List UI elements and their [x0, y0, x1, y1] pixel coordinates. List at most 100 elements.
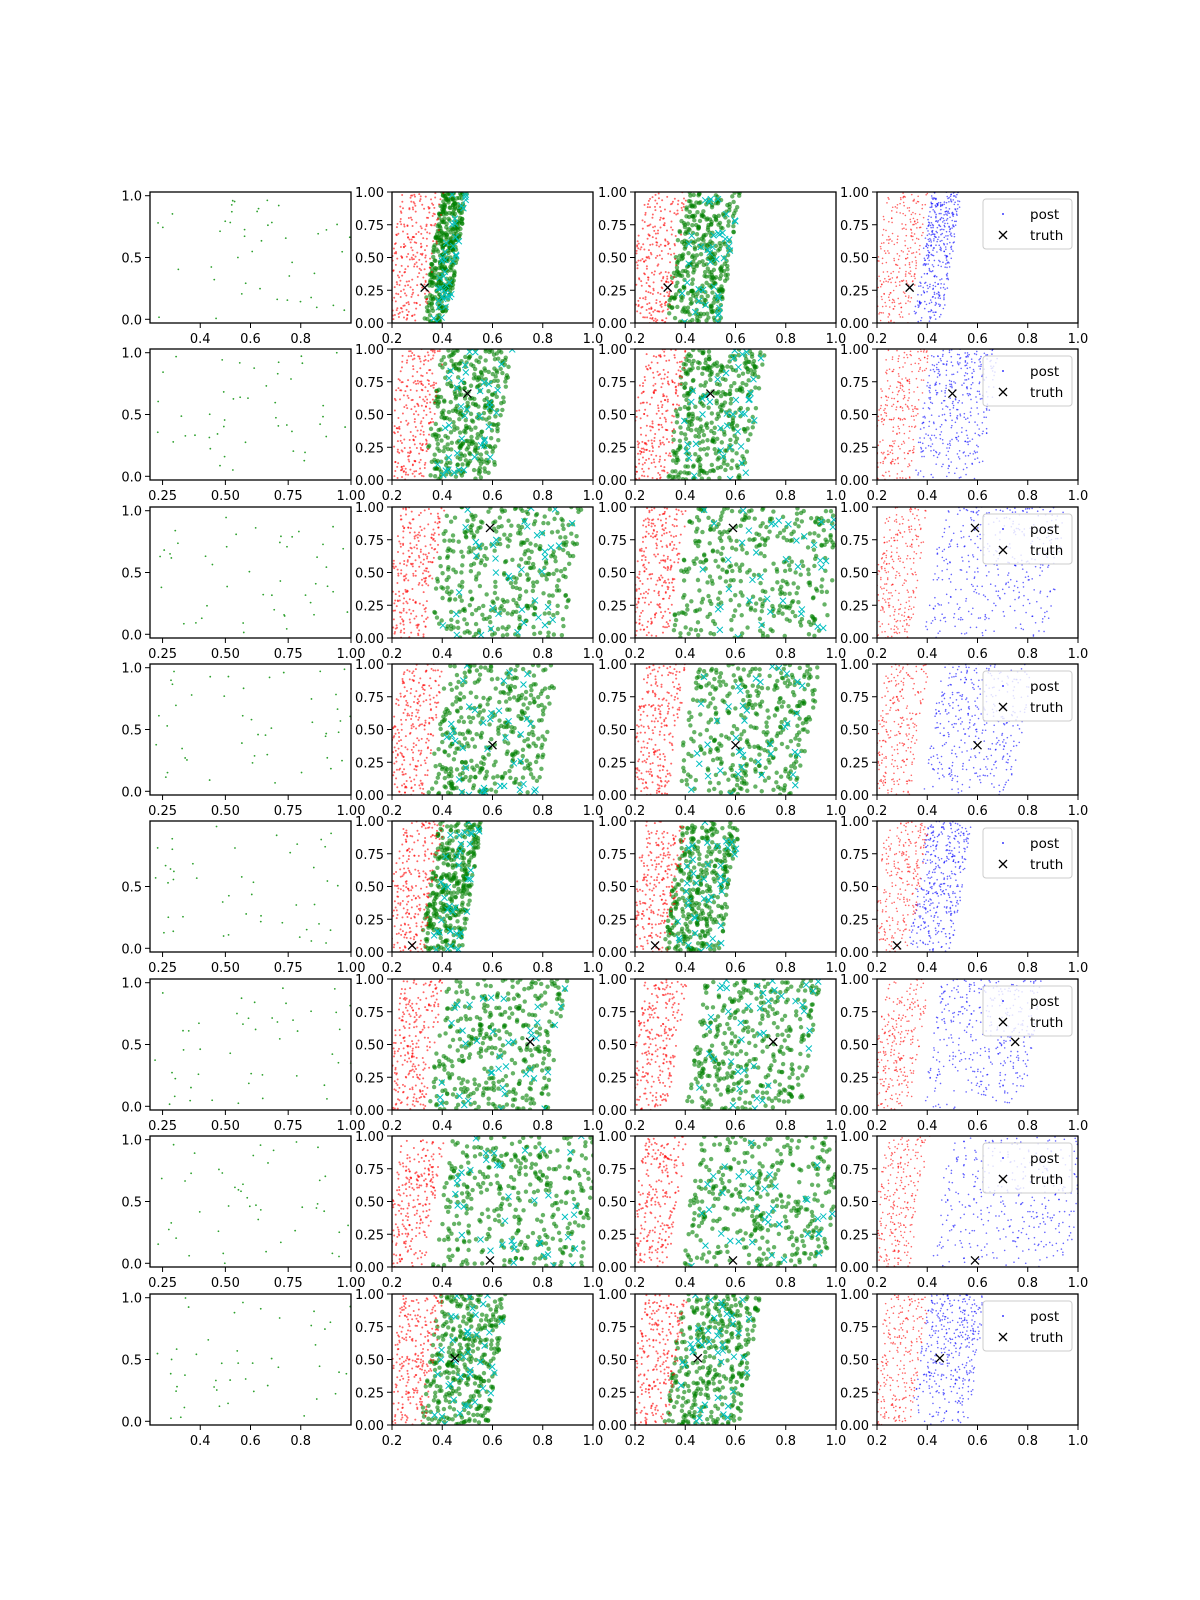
sample-point [219, 464, 221, 467]
posterior-point [929, 206, 932, 209]
posterior-point [967, 394, 970, 397]
panel-r0-c3-xtick-label: 0.4 [917, 332, 938, 347]
prior-point [906, 253, 909, 256]
prior-point [921, 204, 924, 206]
panel-r1-c2-xtick-label: 0.4 [675, 489, 696, 504]
prior-point [890, 210, 893, 212]
posterior-point [925, 433, 927, 435]
prior-point [881, 390, 883, 392]
prior-point [393, 475, 396, 478]
prior-point [406, 423, 409, 426]
prior-point [650, 314, 653, 317]
panel-r0-c3-xtick-label: 0.6 [967, 332, 988, 347]
prior-point [879, 319, 882, 322]
posterior-point [974, 421, 976, 423]
posterior-point [945, 213, 947, 215]
sample-point [488, 507, 493, 510]
sample-point [698, 252, 704, 257]
posterior-point [943, 225, 946, 228]
sample-point [439, 438, 444, 443]
sample-marker [739, 350, 746, 358]
posterior-point [945, 384, 947, 387]
prior-point [422, 558, 425, 561]
truth-marker [462, 389, 472, 398]
sample-point [446, 409, 452, 415]
prior-point [417, 294, 420, 297]
sample-point [446, 216, 451, 222]
panel-r1-c2-xtick-label: 0.6 [725, 489, 746, 504]
sample-point [666, 474, 671, 479]
prior-point [413, 405, 416, 408]
prior-point [396, 448, 399, 451]
prior-point [405, 564, 408, 567]
posterior-point [943, 297, 945, 299]
prior-point [643, 272, 646, 275]
prior-point [902, 440, 905, 443]
sample-point [561, 540, 566, 545]
prior-point [885, 395, 887, 397]
sample-point [727, 391, 732, 397]
sample-point [526, 548, 531, 553]
prior-point [665, 452, 668, 455]
sample-point [472, 448, 478, 453]
prior-point [431, 577, 434, 580]
prior-point [683, 367, 686, 370]
prior-point [921, 370, 924, 372]
prior-point [398, 283, 401, 286]
prior-point [646, 206, 649, 209]
prior-point [912, 451, 914, 454]
prior-point [881, 257, 884, 260]
prior-point [651, 292, 654, 295]
prior-point [922, 231, 924, 234]
prior-point [654, 205, 657, 208]
sample-marker [544, 603, 552, 611]
panel-r0-c3-xtick-label: 0.2 [867, 332, 888, 347]
sample-point [560, 518, 565, 523]
prior-point [420, 382, 423, 385]
posterior-point [974, 451, 977, 454]
prior-point [436, 512, 439, 515]
prior-point [675, 403, 678, 406]
sample-point [449, 617, 454, 622]
sample-point [427, 443, 432, 448]
prior-point [672, 403, 675, 406]
sample-point [466, 356, 472, 361]
sample-point [285, 424, 288, 426]
sample-point [309, 601, 312, 604]
prior-point [396, 257, 399, 260]
sample-point [503, 384, 509, 389]
sample-point [446, 575, 451, 580]
sample-point [738, 414, 743, 419]
sample-point [433, 258, 438, 264]
prior-point [406, 225, 409, 228]
prior-point [657, 407, 660, 410]
sample-marker [492, 536, 500, 544]
prior-point [401, 476, 404, 479]
prior-point [425, 600, 428, 603]
posterior-point [971, 463, 974, 465]
sample-point [348, 236, 351, 239]
prior-point [438, 520, 441, 523]
sample-point [500, 633, 506, 638]
sample-point [492, 548, 497, 553]
sample-point [451, 363, 456, 369]
posterior-point [951, 227, 953, 229]
prior-point [639, 259, 642, 262]
posterior-point [985, 409, 988, 411]
prior-point [918, 226, 921, 229]
prior-point [386, 320, 388, 322]
prior-point [897, 390, 900, 393]
prior-point [414, 319, 417, 322]
prior-point [675, 385, 678, 388]
posterior-point [949, 408, 951, 411]
prior-point [649, 429, 652, 432]
prior-point [896, 386, 898, 389]
prior-point [908, 380, 911, 383]
sample-marker [442, 239, 450, 247]
prior-point [415, 302, 418, 305]
sample-point [481, 410, 487, 416]
sample-marker [688, 232, 695, 240]
prior-point [915, 251, 918, 253]
prior-point [643, 260, 646, 263]
prior-point [648, 307, 651, 310]
